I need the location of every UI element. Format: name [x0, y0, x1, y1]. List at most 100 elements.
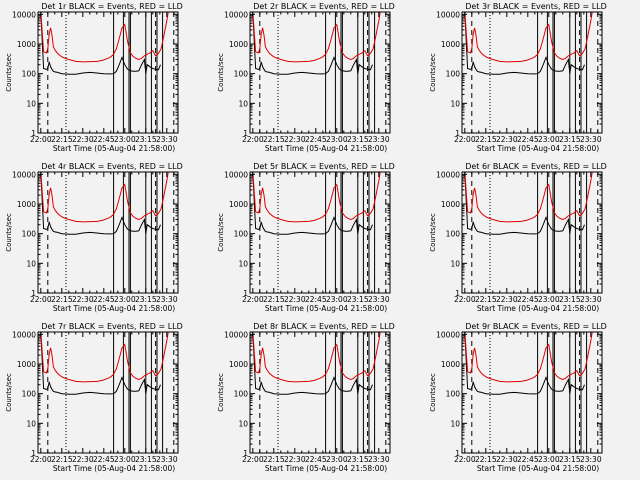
series-line-events: [462, 12, 585, 75]
x-tick-label: 22:30: [496, 135, 518, 144]
x-tick-label: 22:00: [242, 455, 264, 464]
x-tick-label: 22:00: [454, 295, 476, 304]
y-tick-label: 1000: [229, 40, 248, 49]
plot-frame: [461, 171, 603, 294]
series-line-lld: [38, 12, 169, 63]
x-tick-label: 23:30: [368, 295, 390, 304]
series-group: [462, 172, 593, 235]
y-tick-label: 10000: [12, 10, 36, 19]
y-tick-label: 1: [243, 289, 248, 298]
y-tick-label: 1: [455, 129, 460, 138]
x-tick-label: 22:15: [263, 135, 285, 144]
y-tick-label: 1000: [17, 360, 36, 369]
y-tick-label: 1000: [229, 200, 248, 209]
x-tick-label: 22:45: [93, 135, 115, 144]
x-tick-label: 22:15: [51, 135, 73, 144]
x-tick-label: 22:15: [51, 455, 73, 464]
plot-frame: [37, 171, 179, 294]
series-line-lld: [38, 332, 169, 383]
x-tick-label: 22:30: [496, 455, 518, 464]
series-line-events: [462, 332, 585, 395]
y-tick-label: 100: [22, 230, 37, 239]
x-tick-label: 22:45: [305, 295, 327, 304]
x-tick-label: 22:45: [305, 455, 327, 464]
x-tick-label: 22:45: [93, 455, 115, 464]
marker-lines: [47, 332, 175, 453]
x-tick-label: 22:15: [475, 135, 497, 144]
panel-title: Det 9r BLACK = Events, RED = LLD: [465, 322, 607, 331]
x-axis-label: Start Time (05-Aug-04 21:58:00): [265, 464, 387, 473]
y-axis-label: Counts/sec: [5, 373, 13, 412]
panel-title: Det 3r BLACK = Events, RED = LLD: [465, 2, 607, 11]
x-axis-label: Start Time (05-Aug-04 21:58:00): [265, 304, 387, 313]
y-tick-label: 1: [31, 129, 36, 138]
x-tick-label: 22:15: [263, 295, 285, 304]
y-tick-label: 1: [455, 289, 460, 298]
y-axis-label: Counts/sec: [5, 53, 13, 92]
marker-lines: [471, 12, 599, 133]
plot-frame: [37, 11, 179, 134]
series-line-lld: [250, 12, 381, 63]
series-line-events: [250, 12, 373, 75]
y-tick-label: 1000: [441, 40, 460, 49]
series-group: [38, 172, 169, 235]
x-axis-label: Start Time (05-Aug-04 21:58:00): [477, 464, 599, 473]
panel-title: Det 7r BLACK = Events, RED = LLD: [41, 322, 183, 331]
x-tick-label: 23:15: [347, 135, 369, 144]
x-tick-label: 22:00: [30, 295, 52, 304]
x-tick-label: 22:30: [72, 455, 94, 464]
y-tick-label: 100: [234, 70, 249, 79]
x-tick-label: 23:00: [114, 455, 136, 464]
series-group: [38, 12, 169, 75]
x-tick-label: 22:30: [284, 455, 306, 464]
x-tick-label: 23:30: [156, 295, 178, 304]
x-tick-label: 23:00: [538, 455, 560, 464]
series-line-lld: [462, 172, 593, 223]
x-tick-label: 23:30: [156, 455, 178, 464]
x-tick-label: 22:45: [517, 135, 539, 144]
x-tick-label: 23:15: [559, 455, 581, 464]
detector-panel-1: Det 1r BLACK = Events, RED = LLD 1 10 100 10…: [5, 2, 183, 153]
y-tick-label: 1: [31, 289, 36, 298]
x-tick-label: 23:15: [135, 135, 157, 144]
x-tick-label: 22:45: [517, 455, 539, 464]
x-tick-label: 22:00: [454, 135, 476, 144]
x-tick-label: 23:30: [368, 135, 390, 144]
y-axis-label: Counts/sec: [5, 213, 13, 252]
x-tick-label: 23:15: [559, 135, 581, 144]
x-tick-label: 23:15: [135, 455, 157, 464]
y-tick-label: 10: [238, 99, 248, 108]
y-tick-label: 1: [455, 449, 460, 458]
series-line-events: [38, 12, 161, 75]
x-tick-label: 23:00: [114, 295, 136, 304]
y-tick-label: 10: [26, 419, 36, 428]
panel-title: Det 6r BLACK = Events, RED = LLD: [465, 162, 607, 171]
x-tick-label: 23:30: [580, 295, 602, 304]
detector-panel-8: Det 8r BLACK = Events, RED = LLD 1 10 100 10…: [217, 322, 395, 473]
marker-lines: [471, 172, 599, 293]
x-axis-label: Start Time (05-Aug-04 21:58:00): [53, 144, 175, 153]
plot-frame: [249, 331, 391, 454]
marker-lines: [259, 172, 387, 293]
x-tick-label: 23:15: [347, 455, 369, 464]
plot-frame: [461, 331, 603, 454]
series-group: [250, 12, 381, 75]
y-tick-label: 10: [238, 259, 248, 268]
x-tick-label: 22:30: [72, 295, 94, 304]
x-tick-label: 22:30: [72, 135, 94, 144]
series-group: [462, 332, 593, 395]
y-tick-label: 100: [22, 70, 37, 79]
y-tick-label: 100: [446, 70, 461, 79]
y-tick-label: 10: [26, 259, 36, 268]
y-axis-label: Counts/sec: [217, 53, 225, 92]
x-tick-label: 23:00: [326, 455, 348, 464]
series-line-lld: [462, 12, 593, 63]
y-tick-label: 10000: [224, 10, 248, 19]
marker-lines: [47, 172, 175, 293]
y-tick-label: 1: [243, 449, 248, 458]
series-line-events: [250, 172, 373, 235]
x-axis-label: Start Time (05-Aug-04 21:58:00): [477, 144, 599, 153]
y-tick-label: 1000: [17, 200, 36, 209]
x-tick-label: 23:30: [156, 135, 178, 144]
